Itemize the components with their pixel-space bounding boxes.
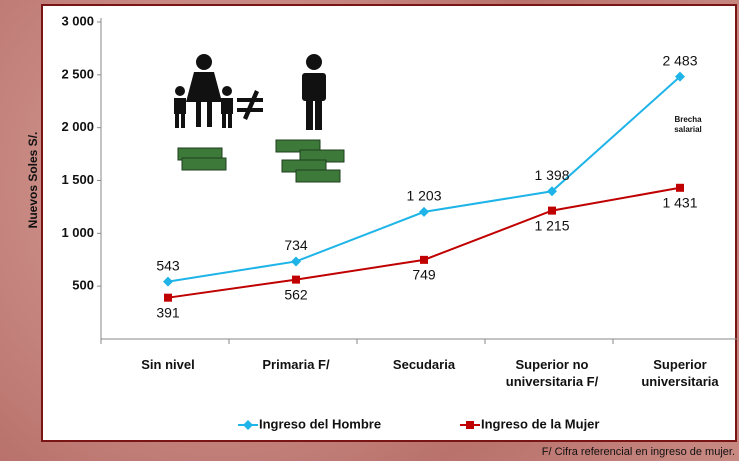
data-label: 1 398 [534,167,569,183]
data-label: 734 [284,237,308,253]
legend-marker [466,421,474,429]
data-label: 1 203 [406,188,441,204]
marker [676,184,684,192]
data-label: 562 [284,286,308,302]
footnote: F/ Cifra referencial en ingreso de mujer… [542,446,735,458]
marker [164,294,172,302]
x-tick-label: Superior universitaria [618,356,739,390]
y-tick-label: 2 500 [61,66,94,81]
data-label: 543 [156,257,180,273]
y-tick-label: 2 000 [61,119,94,134]
x-tick-label: Secudaria [362,356,486,373]
page: Nuevos Soles S/. F/ Cifra referencial en… [0,0,739,461]
marker [292,276,300,284]
y-tick-label: 500 [72,278,94,293]
y-tick-label: 1 000 [61,225,94,240]
x-tick-label: Primaria F/ [234,356,358,373]
legend-label: Ingreso de la Mujer [481,416,599,431]
data-label: 1 215 [534,217,569,233]
legend-label: Ingreso del Hombre [259,416,381,431]
data-label: 2 483 [662,52,697,68]
x-tick-label: Sin nivel [106,356,230,373]
data-label: 749 [412,267,436,283]
x-tick-label: Superior no universitaria F/ [490,356,614,390]
data-label: 391 [156,304,180,320]
chart: Nuevos Soles S/. F/ Cifra referencial en… [0,0,739,461]
marker [548,207,556,215]
marker [420,256,428,264]
y-axis-label: Nuevos Soles S/. [26,132,40,229]
y-tick-label: 1 500 [61,172,94,187]
y-tick-label: 3 000 [61,13,94,28]
data-label: 1 431 [662,194,697,210]
